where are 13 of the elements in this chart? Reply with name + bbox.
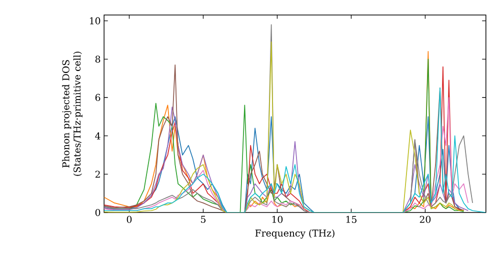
- x-tick-label: 15: [346, 216, 356, 223]
- y-tick-label: 6: [95, 94, 100, 101]
- y-tick-label: 10: [90, 17, 100, 24]
- y-tick-label: 4: [95, 132, 100, 140]
- x-tick-label: 10: [272, 216, 283, 223]
- y-axis-title: Phonon projected DOS (States/THz·primitive cell): [62, 52, 82, 176]
- x-tick-label: 20: [420, 216, 431, 223]
- y-tick-label: 8: [95, 55, 100, 63]
- x-tick-label: 5: [201, 216, 206, 223]
- y-tick-label: 2: [95, 170, 100, 178]
- y-tick-label: 0: [95, 208, 100, 216]
- x-tick-label: 0: [126, 216, 132, 223]
- x-axis-title: Frequency (THz): [255, 229, 334, 238]
